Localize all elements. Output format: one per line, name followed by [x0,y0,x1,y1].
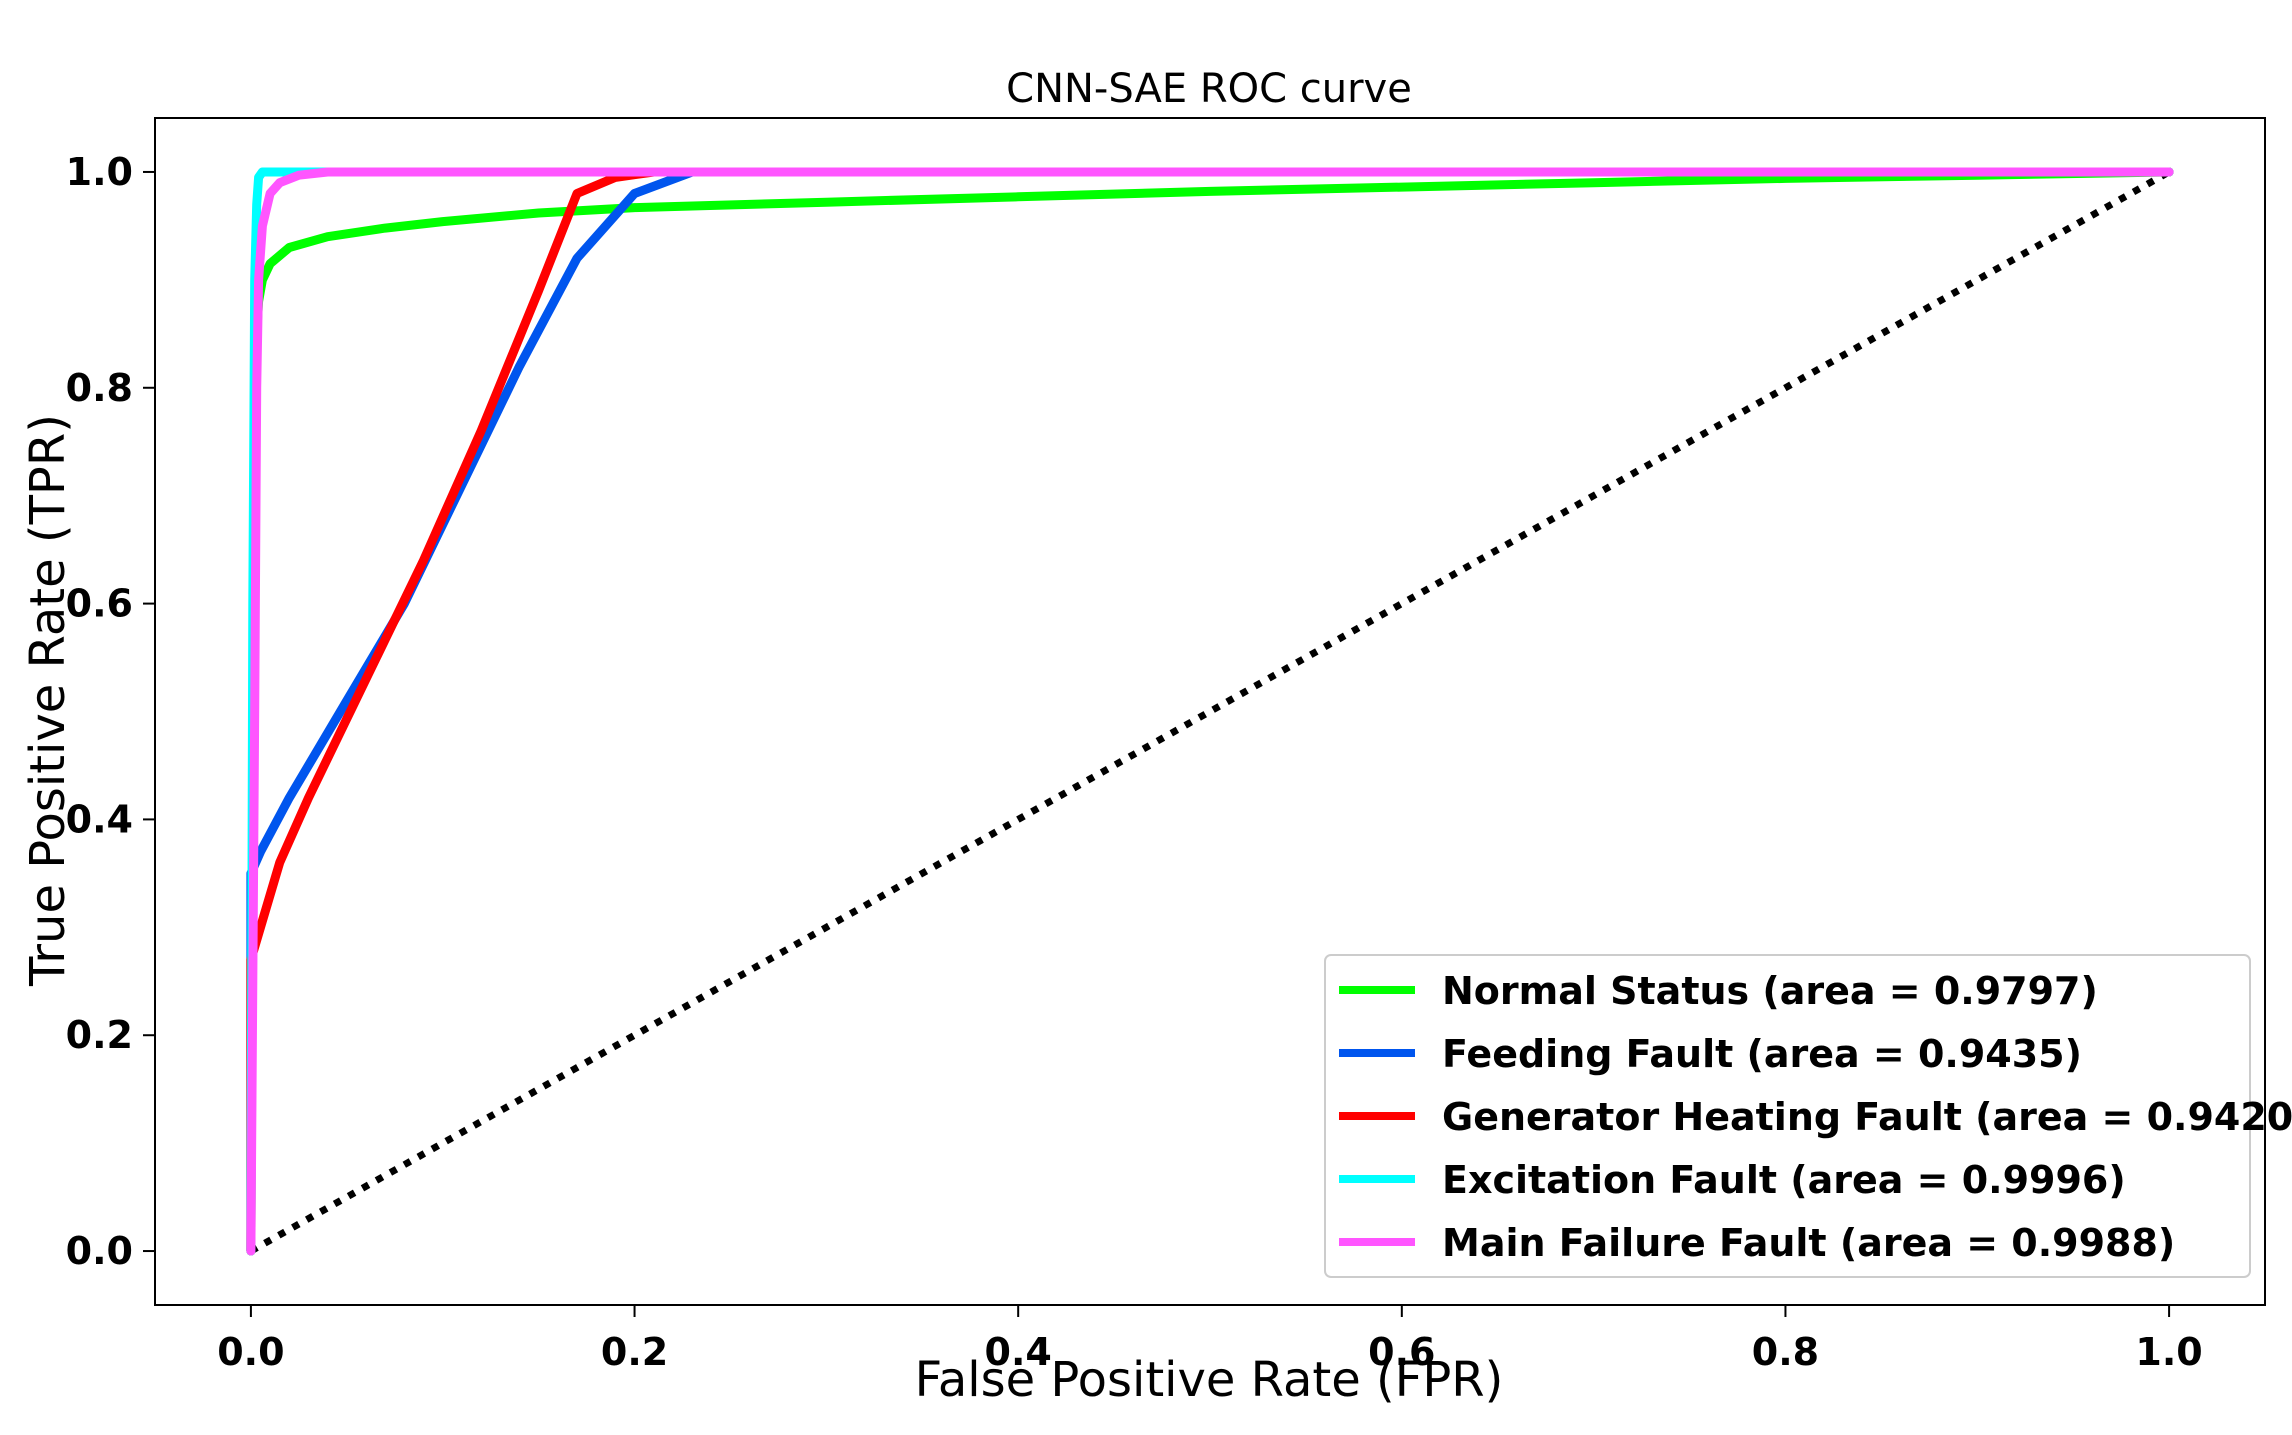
y-tick-label: 0.8 [66,366,133,410]
legend-label-1: Normal Status (area = 0.9797) [1442,969,2098,1013]
y-tick-label: 0.0 [66,1229,133,1273]
x-tick-label: 0.6 [1368,1330,1435,1374]
x-tick-label: 0.4 [985,1330,1052,1374]
legend-label-4: Excitation Fault (area = 0.9996) [1442,1158,2126,1202]
legend-label-5: Main Failure Fault (area = 0.9988) [1442,1221,2175,1265]
x-tick-label: 0.0 [217,1330,284,1374]
y-tick-label: 0.2 [66,1013,133,1057]
x-axis-ticks: 0.0 0.2 0.4 0.6 0.8 1.0 [217,1305,2203,1374]
chart-title: CNN-SAE ROC curve [1006,66,1412,112]
legend-label-2: Feeding Fault (area = 0.9435) [1442,1032,2082,1076]
x-axis-title: False Positive Rate (FPR) [915,1352,1504,1408]
x-tick-label: 0.2 [601,1330,668,1374]
y-axis-title: True Positive Rate (TPR) [20,414,76,987]
legend-box [1324,954,2251,1278]
y-tick-label: 0.4 [66,797,133,841]
y-tick-label: 0.6 [66,582,133,626]
plot-area [246,167,2174,1256]
y-axis-ticks: 0.0 0.2 0.4 0.6 0.8 1.0 [66,150,155,1273]
x-tick-label: 1.0 [2135,1330,2202,1374]
plot-frame [154,117,2266,1306]
legend-label-3: Generator Heating Fault (area = 0.9420) [1442,1095,2292,1139]
legend: Normal Status (area = 0.9797) Feeding Fau… [1324,954,2292,1278]
x-tick-label: 0.8 [1752,1330,1819,1374]
y-tick-label: 1.0 [66,150,133,194]
series-line-5 [246,167,2174,1256]
